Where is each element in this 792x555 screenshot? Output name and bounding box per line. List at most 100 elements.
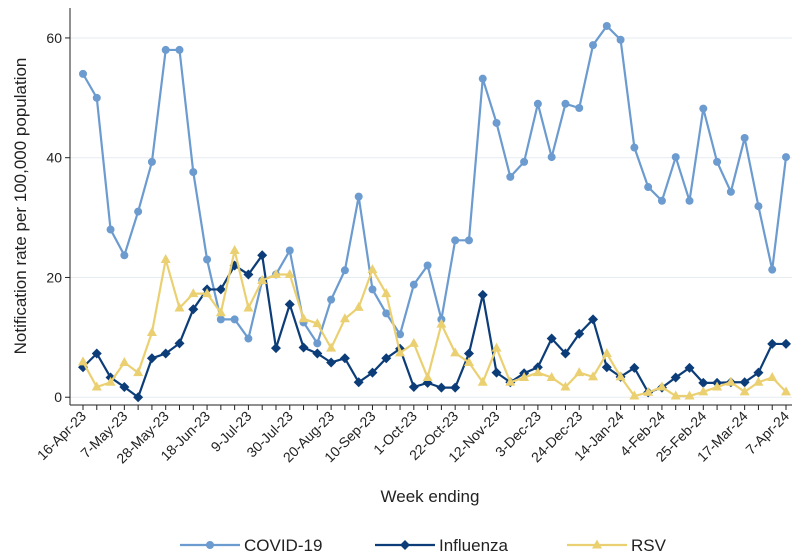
y-tick-label: 0	[54, 389, 62, 405]
point	[575, 103, 584, 112]
point	[491, 367, 502, 378]
point	[368, 285, 377, 294]
point	[106, 225, 115, 234]
point	[629, 390, 640, 400]
point	[670, 390, 681, 400]
point	[574, 328, 585, 339]
point	[767, 371, 778, 381]
point	[670, 372, 681, 383]
point	[589, 41, 598, 50]
point	[174, 302, 185, 312]
point	[161, 45, 170, 54]
point	[601, 348, 612, 358]
point	[520, 157, 529, 166]
point	[215, 284, 226, 295]
point	[629, 362, 640, 373]
point	[91, 381, 102, 391]
point	[400, 540, 410, 550]
point	[327, 295, 336, 304]
point	[739, 386, 750, 396]
point	[712, 381, 723, 391]
series-line	[82, 252, 786, 399]
point	[450, 382, 461, 393]
point	[477, 376, 488, 386]
point	[463, 348, 474, 359]
point	[768, 265, 777, 274]
point	[644, 183, 653, 192]
point	[270, 268, 281, 278]
point	[422, 371, 433, 381]
point	[533, 99, 542, 108]
point	[174, 338, 185, 349]
point	[519, 371, 530, 381]
series-line	[82, 24, 788, 346]
point	[326, 342, 337, 352]
point	[478, 74, 487, 83]
point	[367, 367, 378, 378]
point	[726, 187, 735, 196]
point	[313, 339, 322, 348]
point	[450, 347, 461, 357]
point	[367, 264, 378, 274]
point	[91, 348, 102, 359]
point	[739, 377, 750, 388]
point	[92, 93, 101, 102]
point	[492, 118, 501, 127]
point	[753, 376, 764, 386]
point	[408, 337, 419, 347]
point	[188, 288, 199, 298]
y-tick-label: 60	[46, 30, 62, 46]
point	[574, 367, 585, 377]
point	[340, 266, 349, 275]
point	[146, 327, 157, 337]
point	[395, 347, 406, 357]
point	[423, 261, 432, 270]
point	[339, 353, 350, 364]
point	[782, 153, 790, 162]
point	[257, 250, 268, 261]
point	[243, 269, 254, 280]
point	[546, 371, 557, 381]
point	[547, 153, 556, 162]
point	[781, 338, 791, 349]
point	[698, 386, 709, 396]
point	[298, 342, 309, 353]
point	[532, 367, 543, 377]
point	[353, 301, 364, 311]
point	[657, 196, 666, 205]
point	[284, 299, 295, 310]
point	[120, 251, 129, 260]
point	[382, 309, 391, 318]
point	[243, 302, 254, 312]
x-tick-label: 7-Apr-24	[742, 408, 792, 458]
point	[146, 353, 157, 364]
point	[160, 253, 171, 263]
y-tick-label: 20	[46, 269, 62, 285]
point	[754, 202, 763, 211]
point	[133, 367, 144, 377]
point	[202, 288, 213, 298]
point	[381, 288, 392, 298]
point	[560, 348, 571, 359]
y-tick-label: 40	[46, 150, 62, 166]
point	[436, 318, 447, 328]
point	[491, 342, 502, 352]
point	[353, 377, 364, 388]
point	[284, 268, 295, 278]
point	[160, 348, 171, 359]
point	[105, 376, 116, 386]
point	[561, 99, 570, 108]
point	[740, 133, 749, 142]
point	[270, 343, 281, 354]
point	[133, 392, 144, 403]
point	[119, 382, 130, 393]
point	[767, 338, 778, 349]
point	[685, 196, 694, 205]
point	[203, 255, 212, 264]
legend-text: RSV	[631, 536, 667, 555]
point	[339, 313, 350, 323]
point	[78, 356, 88, 366]
point	[396, 330, 405, 339]
point	[602, 21, 611, 30]
point	[409, 280, 418, 289]
